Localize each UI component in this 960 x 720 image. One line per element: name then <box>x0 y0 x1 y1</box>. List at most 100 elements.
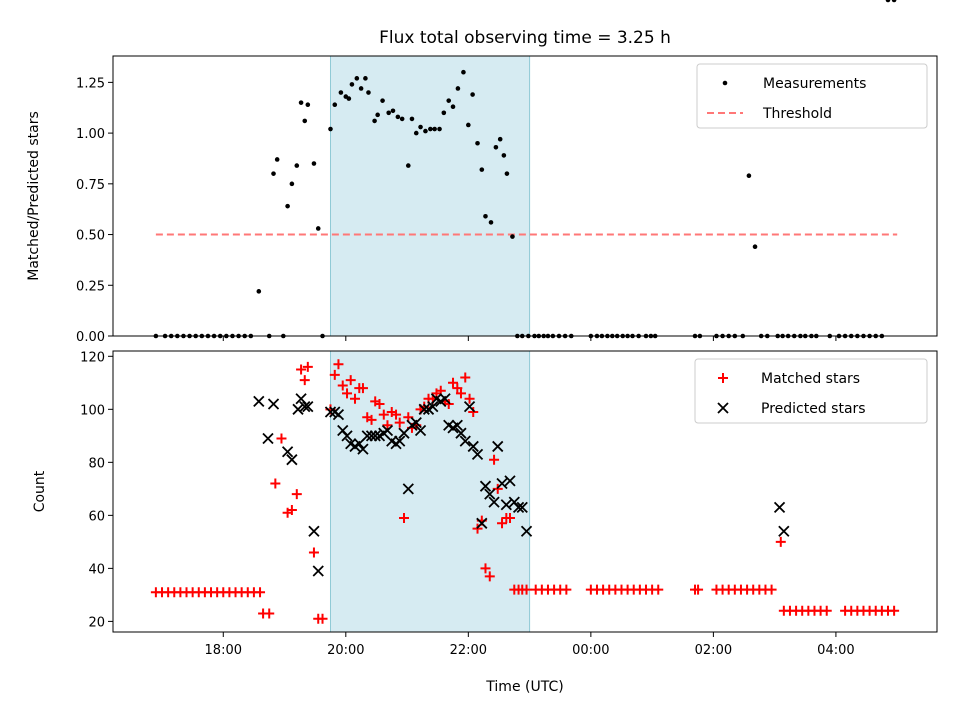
measurement-point <box>891 0 897 3</box>
y-tick-label: 0.50 <box>76 229 105 244</box>
measurement-point <box>358 86 364 91</box>
x-tick-label: 02:00 <box>695 643 732 658</box>
measurement-point <box>479 167 485 172</box>
predicted-star-point <box>467 440 479 453</box>
predicted-star-point <box>778 525 790 537</box>
matched-star-point <box>296 364 307 375</box>
y-tick-label: 0.75 <box>76 178 105 193</box>
matched-star-point <box>349 393 360 404</box>
predicted-star-point <box>488 496 500 508</box>
matched-star-point <box>821 605 832 616</box>
x-tick-label: 22:00 <box>450 643 487 658</box>
matched-star-point <box>264 608 275 619</box>
measurement-point <box>497 136 503 142</box>
measurement-point <box>409 116 415 122</box>
matched-star-point <box>521 584 532 595</box>
matched-star-point <box>302 361 313 372</box>
measurement-point <box>466 122 471 128</box>
measurement-point <box>405 163 411 168</box>
counts-axis-ticks: 20 40 60 80 100 120 18:00 20:00 22:00 00:00 02:00 0… <box>80 350 854 658</box>
y-tick-label: 1.25 <box>76 76 105 91</box>
matched-star-point <box>504 513 515 524</box>
counts-y-axis-label: Count <box>32 470 48 512</box>
measurement-point <box>455 86 461 91</box>
measurement-point <box>395 114 401 120</box>
matched-star-point <box>452 383 463 394</box>
matched-star-point <box>399 513 410 524</box>
measurement-point <box>380 98 385 103</box>
measurement-point <box>256 289 262 294</box>
legend-label: Predicted stars <box>761 401 866 417</box>
x-tick-label: 04:00 <box>817 643 854 658</box>
y-tick-label: 80 <box>88 456 105 471</box>
counts-axes-frame <box>112 350 938 633</box>
measurement-point <box>366 90 371 95</box>
legend-label: Measurements <box>763 76 866 92</box>
predicted-star-point <box>463 401 476 413</box>
measurement-point <box>504 171 510 176</box>
x-tick-label: 20:00 <box>327 643 364 658</box>
predicted-star-point <box>312 565 324 577</box>
predicted-star-point <box>427 401 439 413</box>
measurement-point <box>432 126 437 132</box>
predicted-star-point <box>357 443 369 455</box>
predicted-star-point <box>341 430 353 442</box>
predicted-star-point <box>286 454 298 466</box>
measurement-point <box>354 76 360 81</box>
matched-star-point <box>455 388 466 399</box>
measurement-point <box>501 153 507 158</box>
matched-star-point <box>497 518 508 529</box>
measurement-point <box>441 110 447 116</box>
y-tick-label: 40 <box>88 562 105 577</box>
predicted-star-point <box>394 435 406 447</box>
matched-star-point <box>374 399 385 410</box>
matched-star-point <box>308 547 319 558</box>
predicted-star-point <box>299 401 311 413</box>
measurement-point <box>363 76 368 81</box>
matched-star-point <box>299 375 310 386</box>
predicted-star-point <box>332 408 345 421</box>
matched-star-point <box>276 433 287 444</box>
measurement-point <box>289 181 295 187</box>
predicted-star-point <box>471 448 484 461</box>
matched-star-point <box>366 414 377 425</box>
predicted-star-point <box>410 416 422 429</box>
measurement-point <box>885 0 891 3</box>
predicted-star-point <box>504 475 516 487</box>
predicted-star-point <box>369 430 381 442</box>
legend-label: Threshold <box>762 106 832 122</box>
predicted-star-point <box>253 395 265 408</box>
predicted-star-point <box>451 419 463 431</box>
measurement-point <box>285 203 290 209</box>
measurement-point <box>328 126 333 132</box>
matched-star-point <box>394 417 405 428</box>
counts-marks <box>150 359 900 624</box>
measurement-point <box>470 92 475 97</box>
measurement-point <box>302 118 308 124</box>
measurement-point <box>423 128 428 134</box>
measurement-point <box>475 140 480 146</box>
matched-star-point <box>766 584 777 595</box>
matched-star-point <box>329 369 340 380</box>
x-axis-label: Time (UTC) <box>485 679 563 695</box>
x-tick-label: 00:00 <box>572 643 609 658</box>
predicted-star-point <box>516 501 528 514</box>
measurement-point <box>437 126 442 132</box>
y-tick-label: 0.25 <box>76 279 105 294</box>
matched-star-point <box>357 383 368 394</box>
matched-star-point <box>693 584 704 595</box>
predicted-star-point <box>292 403 304 415</box>
measurement-point <box>428 126 433 132</box>
measurement-point <box>488 220 494 225</box>
x-tick-label: 18:00 <box>205 643 242 658</box>
predicted-star-point <box>520 525 533 537</box>
measurement-point <box>338 90 344 95</box>
predicted-star-point <box>281 446 294 458</box>
measurement-point <box>311 161 317 166</box>
matched-star-point <box>255 587 266 598</box>
predicted-star-point <box>496 477 508 490</box>
legend-dot-marker <box>722 80 728 86</box>
predicted-star-point <box>484 488 496 500</box>
legend-label: Matched stars <box>761 371 860 387</box>
ratio-y-axis-label: Matched/Predicted stars <box>26 111 42 281</box>
